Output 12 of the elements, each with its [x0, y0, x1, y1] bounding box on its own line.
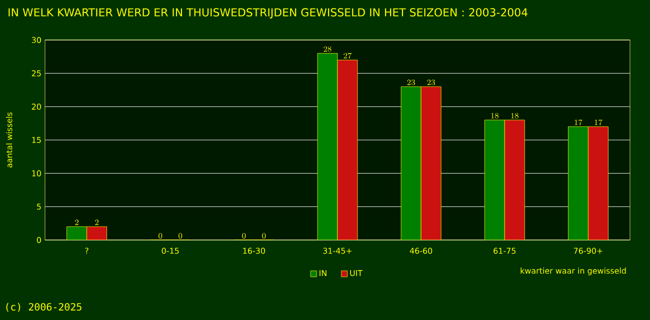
bar	[588, 126, 608, 240]
bar	[484, 120, 505, 240]
bar	[66, 226, 87, 240]
chart-title: IN WELK KWARTIER WERD ER IN THUISWEDSTRIJDEN GEWISSELD IN HET SEIZOEN : 2003-2004	[8, 8, 528, 18]
bar	[317, 53, 338, 240]
bar	[86, 226, 107, 240]
bar	[568, 126, 588, 240]
bar	[420, 86, 442, 240]
bar	[504, 120, 525, 240]
bar	[400, 86, 422, 240]
bar	[337, 60, 358, 240]
text: (c) 2006-2025	[6, 302, 82, 312]
